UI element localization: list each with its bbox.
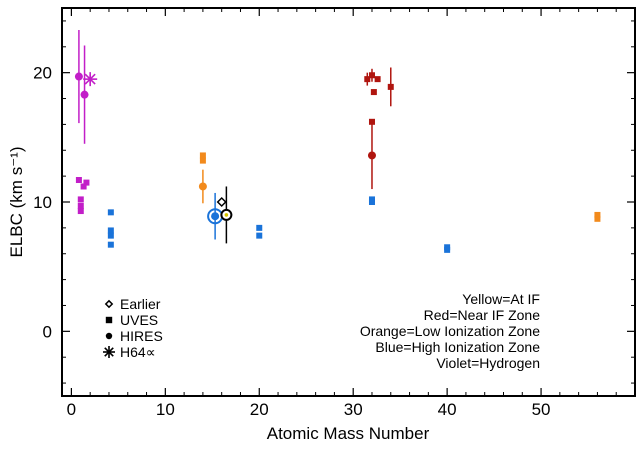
circle-marker — [367, 151, 376, 160]
yellow-center-dot — [224, 213, 229, 217]
square-marker — [370, 89, 377, 96]
y-tick-label: 0 — [43, 322, 52, 341]
color-key-line: Red=Near IF Zone — [424, 307, 541, 323]
color-key-line: Blue=High Ionization Zone — [375, 339, 540, 355]
data-point — [387, 67, 394, 107]
data-point — [368, 68, 375, 82]
x-tick-label: 0 — [67, 400, 76, 419]
data-point — [83, 72, 98, 87]
square-marker — [199, 152, 206, 159]
square-marker — [594, 211, 601, 218]
data-point — [80, 45, 89, 144]
x-tick-label: 20 — [250, 400, 269, 419]
data-point — [107, 232, 114, 239]
data-point — [80, 183, 87, 190]
circle-marker — [80, 90, 89, 99]
data-point — [368, 196, 375, 203]
legend-label: HIRES — [120, 328, 163, 344]
color-key-line: Violet=Hydrogen — [436, 355, 540, 371]
circle-marker — [198, 182, 207, 191]
color-key-line: Orange=Low Ionization Zone — [360, 323, 540, 339]
square-marker — [594, 215, 601, 222]
data-point — [594, 211, 601, 218]
x-tick-label: 50 — [532, 400, 551, 419]
data-point — [77, 208, 84, 215]
square-marker — [368, 196, 375, 203]
square-marker — [374, 76, 381, 83]
y-tick-label: 10 — [33, 193, 52, 212]
x-tick-label: 40 — [438, 400, 457, 419]
legend-square-icon — [105, 316, 113, 324]
legend-asterisk-icon — [103, 346, 115, 358]
square-marker — [77, 208, 84, 215]
square-marker — [107, 232, 114, 239]
square-marker — [368, 72, 375, 79]
square-marker — [364, 76, 371, 83]
legend-diamond-icon — [104, 299, 114, 309]
square-marker — [107, 209, 114, 216]
data-point — [74, 29, 83, 124]
circle-marker — [74, 72, 83, 81]
data-point — [77, 196, 84, 203]
diamond-marker — [216, 196, 227, 208]
data-point — [594, 215, 601, 222]
legend-circle-icon — [105, 332, 113, 340]
legend-label: Earlier — [120, 296, 161, 312]
data-point — [367, 121, 376, 190]
square-marker — [83, 179, 90, 186]
square-marker — [107, 227, 114, 234]
data-point — [77, 202, 84, 209]
legend-label: H64∝ — [120, 344, 156, 360]
axis-ticks: 0 10 20 30 40 50 0 10 20 — [33, 8, 635, 419]
data-point — [444, 246, 451, 253]
data-point — [83, 179, 90, 186]
square-marker — [75, 177, 82, 184]
square-marker — [107, 241, 114, 248]
data-point — [256, 232, 263, 239]
square-marker — [77, 202, 84, 209]
data-point — [107, 227, 114, 234]
x-axis-title: Atomic Mass Number — [267, 424, 430, 443]
legend-label: UVES — [120, 312, 158, 328]
data-point — [364, 72, 371, 86]
square-marker — [80, 183, 87, 190]
data-point — [107, 241, 114, 248]
data-point — [199, 152, 206, 159]
data-marks — [74, 29, 601, 253]
data-point — [107, 209, 114, 216]
data-point — [216, 196, 227, 208]
square-marker — [77, 196, 84, 203]
data-point — [374, 76, 381, 83]
data-point — [256, 224, 263, 231]
data-point — [75, 177, 82, 184]
y-tick-label: 20 — [33, 64, 52, 83]
square-marker — [444, 246, 451, 253]
data-point — [199, 157, 206, 164]
blue-inner-ring — [211, 212, 219, 220]
square-marker — [199, 157, 206, 164]
data-point — [198, 169, 207, 204]
y-axis-title: ELBC (km s⁻¹) — [7, 147, 26, 258]
color-key-line: Yellow=At IF — [462, 291, 540, 307]
x-tick-label: 10 — [156, 400, 175, 419]
data-point — [370, 89, 377, 96]
square-marker — [387, 83, 394, 90]
square-marker — [256, 232, 263, 239]
square-marker — [256, 224, 263, 231]
asterisk-marker — [83, 72, 98, 87]
x-tick-label: 30 — [344, 400, 363, 419]
